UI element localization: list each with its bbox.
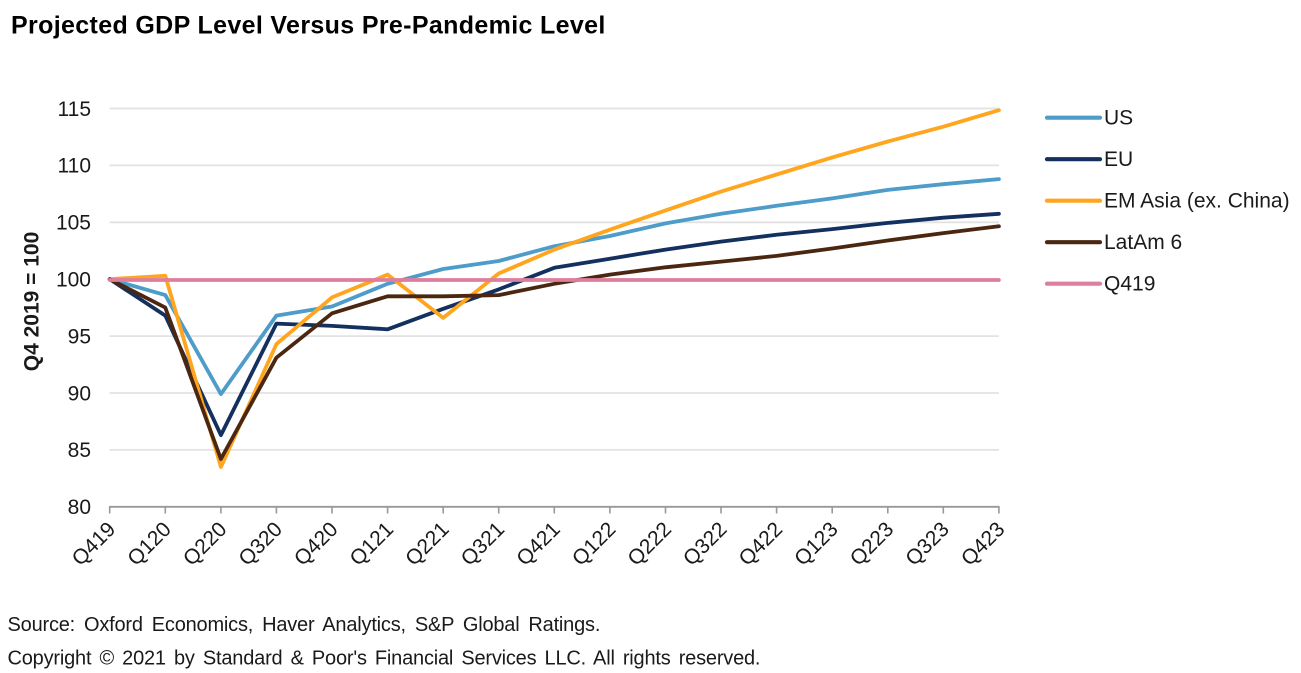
svg-text:105: 105: [56, 212, 91, 235]
svg-text:80: 80: [68, 496, 91, 519]
svg-text:EU: EU: [1104, 148, 1133, 171]
svg-text:Q4 2019 = 100: Q4 2019 = 100: [20, 232, 43, 372]
svg-text:95: 95: [68, 325, 91, 348]
svg-text:100: 100: [56, 269, 91, 292]
svg-text:85: 85: [68, 439, 91, 462]
svg-text:Copyright © 2021 by Standard &: Copyright © 2021 by Standard & Poor's Fi…: [8, 648, 761, 670]
svg-text:90: 90: [68, 382, 91, 405]
svg-text:110: 110: [58, 155, 91, 178]
svg-text:Projected GDP Level Versus Pre: Projected GDP Level Versus Pre-Pandemic …: [11, 12, 606, 40]
svg-text:US: US: [1104, 107, 1133, 130]
svg-text:EM Asia (ex. China): EM Asia (ex. China): [1104, 190, 1290, 213]
svg-text:LatAm 6: LatAm 6: [1104, 231, 1182, 254]
svg-text:115: 115: [58, 98, 91, 121]
svg-text:Q419: Q419: [1104, 273, 1155, 296]
svg-text:Source: Oxford Economics, Have: Source: Oxford Economics, Haver Analytic…: [8, 614, 601, 636]
